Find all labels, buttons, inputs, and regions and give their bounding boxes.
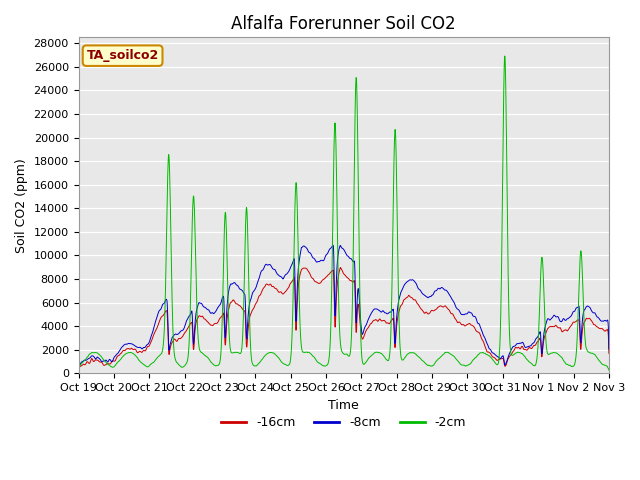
-16cm — [359, 336, 367, 342]
-2cm — [573, 340, 580, 346]
Line: -16cm: -16cm — [79, 267, 609, 369]
Legend: -16cm, -8cm, -2cm: -16cm, -8cm, -2cm — [216, 411, 471, 434]
-8cm — [223, 313, 230, 319]
-2cm — [498, 267, 506, 273]
-8cm — [605, 346, 612, 352]
-16cm — [223, 325, 230, 331]
-16cm — [337, 264, 344, 270]
-8cm — [498, 354, 506, 360]
-16cm — [498, 356, 506, 361]
-16cm — [371, 317, 378, 323]
-16cm — [605, 350, 612, 356]
-2cm — [558, 355, 566, 361]
-8cm — [371, 306, 378, 312]
-2cm — [75, 367, 83, 373]
-16cm — [573, 318, 580, 324]
-2cm — [605, 367, 612, 373]
-2cm — [359, 360, 367, 366]
Title: Alfalfa Forerunner Soil CO2: Alfalfa Forerunner Soil CO2 — [232, 15, 456, 33]
-16cm — [558, 329, 566, 335]
Text: TA_soilco2: TA_soilco2 — [86, 49, 159, 62]
-2cm — [501, 53, 509, 59]
Line: -8cm: -8cm — [79, 245, 609, 367]
-8cm — [558, 318, 566, 324]
-8cm — [75, 364, 83, 370]
-8cm — [330, 242, 337, 248]
-8cm — [359, 330, 367, 336]
-8cm — [573, 305, 580, 311]
-2cm — [223, 229, 230, 235]
Y-axis label: Soil CO2 (ppm): Soil CO2 (ppm) — [15, 158, 28, 252]
X-axis label: Time: Time — [328, 398, 359, 412]
Line: -2cm: -2cm — [79, 56, 609, 370]
-2cm — [371, 350, 378, 356]
-16cm — [75, 366, 83, 372]
